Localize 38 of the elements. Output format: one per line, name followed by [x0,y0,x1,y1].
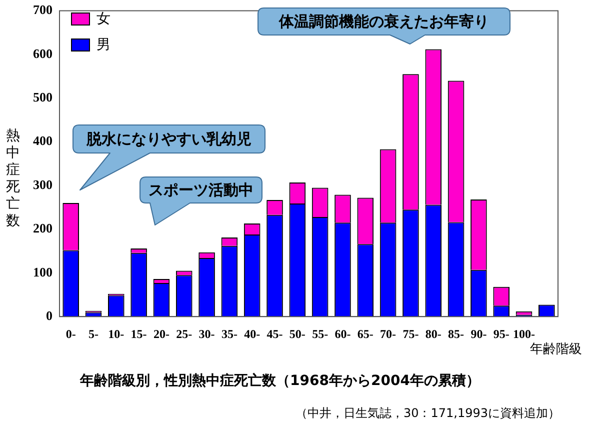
x-tick-label: 10- [108,326,124,341]
x-tick-label: 65- [357,326,374,341]
y-tick-label: 500 [33,90,52,105]
y-axis-title: 熱中症死亡数 [6,128,20,230]
x-tick-label: 80- [425,326,442,341]
y-tick-label: 0 [46,308,52,323]
x-tick-label: 85- [448,326,464,341]
x-tick-label: 95- [493,326,510,341]
y-tick-label: 600 [33,46,52,61]
x-tick-label: 30- [198,326,215,341]
x-tick-label: 20- [153,326,170,341]
x-tick-label: 55- [312,326,328,341]
text: 年齢階級別，性別熱中症死亡数（1968年から2004年の累積） [80,372,480,390]
x-tick-label: 100- [513,326,536,341]
x-tick-label: 60- [334,326,351,341]
legend-label: 男 [96,36,110,52]
legend-label: 女 [96,10,110,26]
x-tick-label: 50- [289,326,306,341]
annotation: 体温調節機能の衰えたお年寄り [278,12,489,30]
x-axis-title: 年齢階級 [530,341,582,358]
y-tick-label: 200 [33,220,52,236]
text: （中井，日生気誌，30：171,1993に資料追加） [295,405,560,422]
y-tick-label: 100 [33,264,52,280]
x-tick-label: 75- [402,326,419,341]
annotation: 脱水になりやすい乳幼児 [86,130,252,148]
x-tick-label: 25- [176,326,192,341]
x-tick-label: 15- [130,326,147,341]
x-tick-label: 35- [221,326,238,341]
y-tick-label: 300 [33,176,52,192]
x-tick-label: 45- [266,326,283,341]
y-tick-label: 700 [33,2,52,18]
annotation: スポーツ活動中 [148,180,254,199]
x-tick-label: 40- [244,326,260,341]
x-tick-label: 90- [470,326,487,341]
x-tick-label: 70- [380,326,396,341]
y-tick-label: 400 [33,133,52,148]
x-tick-label: 5- [88,326,98,341]
x-tick-label: 0- [66,326,76,341]
